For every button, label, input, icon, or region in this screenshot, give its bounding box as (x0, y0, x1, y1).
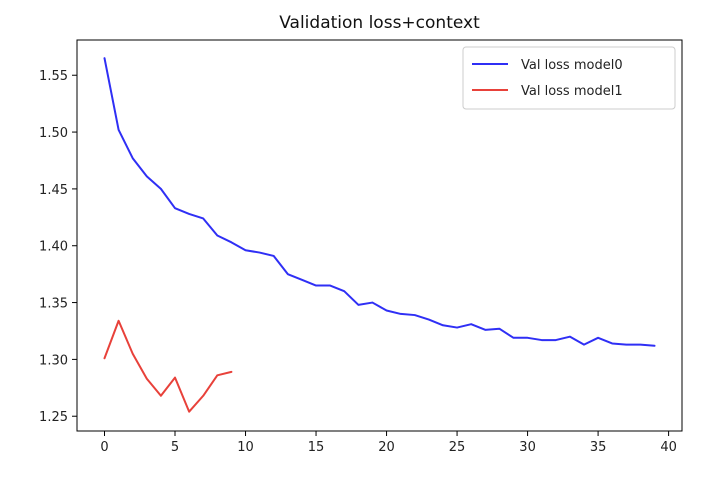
legend: Val loss model0 Val loss model1 (462, 46, 676, 110)
x-tick-label: 25 (449, 440, 466, 455)
y-axis: 1.25 1.30 1.35 1.40 1.45 1.50 1.55 (39, 69, 77, 425)
series-layer (103, 57, 656, 413)
x-tick-label: 30 (519, 440, 536, 455)
x-tick-label: 10 (237, 440, 254, 455)
y-tick-label: 1.55 (39, 69, 68, 84)
legend-label: Val loss model0 (521, 58, 623, 73)
y-tick-label: 1.30 (39, 353, 68, 368)
plot-area (76, 39, 683, 432)
x-tick-label: 0 (100, 440, 108, 455)
y-tick-label: 1.50 (39, 126, 68, 141)
chart-title: Validation loss+context (279, 13, 480, 33)
legend-box (462, 46, 676, 110)
x-tick-label: 40 (660, 440, 677, 455)
x-tick-label: 5 (171, 440, 179, 455)
y-tick-label: 1.25 (39, 410, 68, 425)
x-tick-label: 35 (590, 440, 607, 455)
y-tick-label: 1.35 (39, 297, 68, 312)
plot-frame (76, 39, 683, 432)
x-tick-label: 15 (308, 440, 325, 455)
series-line-0 (103, 57, 656, 347)
x-tick-label: 20 (378, 440, 395, 455)
series-line-1 (103, 319, 233, 413)
y-tick-label: 1.40 (39, 240, 68, 255)
x-axis: 0 5 10 15 20 25 30 35 40 (100, 431, 677, 455)
legend-label: Val loss model1 (521, 84, 623, 99)
y-tick-label: 1.45 (39, 183, 68, 198)
